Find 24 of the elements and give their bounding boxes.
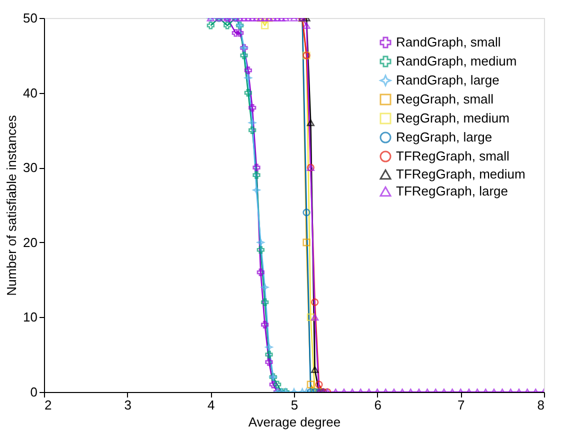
legend-label: RegGraph, small [396, 92, 494, 106]
legend-label: RandGraph, small [396, 34, 501, 50]
y-tick-label: 30 [23, 160, 38, 176]
legend-label: RegGraph, large [396, 130, 492, 144]
x-axis-title: Average degree [248, 414, 341, 430]
x-tick-label: 5 [290, 398, 298, 412]
x-tick-label: 4 [208, 398, 215, 412]
x-tick-label: 2 [44, 398, 52, 412]
legend-label: TFRegGraph, medium [396, 166, 526, 182]
y-tick-label: 10 [23, 310, 38, 325]
y-tick-label: 50 [23, 10, 38, 26]
x-tick-label: 7 [458, 398, 465, 412]
y-axis-title: Number of satisfiable instances [4, 114, 20, 296]
legend-label: RegGraph, medium [396, 110, 510, 126]
legend-label: TFRegGraph, small [396, 148, 510, 164]
x-tick-label: 3 [124, 398, 132, 412]
legend-label: TFRegGraph, large [396, 184, 508, 198]
x-tick-label: 8 [537, 398, 544, 412]
y-tick-label: 0 [30, 384, 38, 400]
y-tick-label: 40 [23, 85, 38, 100]
legend-label: RandGraph, large [396, 72, 500, 88]
x-tick-label: 6 [374, 398, 382, 412]
legend-label: RandGraph, medium [396, 54, 517, 68]
y-tick-label: 20 [23, 234, 38, 250]
